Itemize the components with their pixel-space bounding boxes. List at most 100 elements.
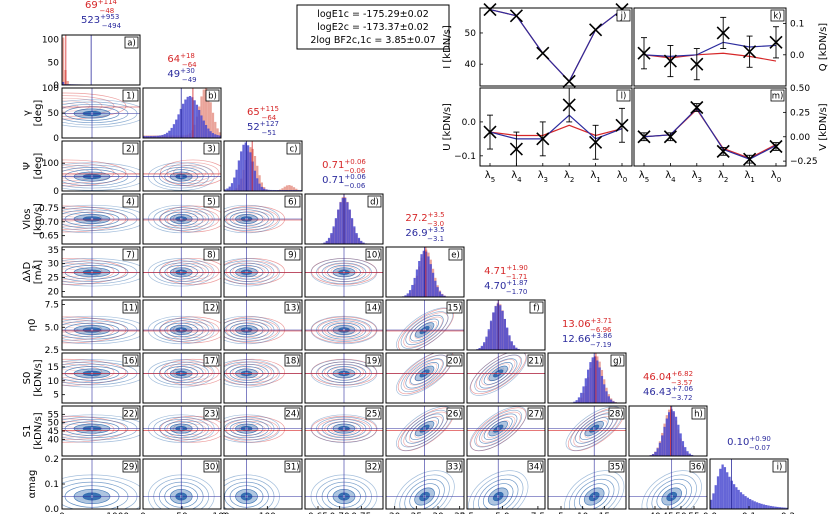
x-tick-label-eta0: 7.5 [531,512,545,514]
hist-bar-red [218,132,221,138]
hist-bar-blue [327,237,331,244]
panel-vlos-vs-psi: 6) [223,193,303,245]
panel-number: 34) [528,463,542,473]
panel-alpha-vs-gamma: 30) [142,458,222,510]
panel-number: 11) [123,304,137,314]
contour-blue [474,409,523,448]
panel-eta0-vs-psi: 13) [223,299,303,351]
posterior-stats-red-S0: 13.06+3.71 −6.96 [562,317,612,334]
stokes-letter-box [770,9,785,22]
panel-letter: d) [370,198,379,208]
hist-bar-blue [438,291,442,297]
hist-bar-blue [204,124,208,138]
y-tick-label-S0: 5 [53,391,59,401]
panel-letter-box [691,407,706,420]
panel-number: 5) [207,198,216,208]
x-tick-label-S1: 55 [688,512,699,514]
panel-content [143,247,221,297]
hist-bar-blue [485,336,488,350]
posterior-stats-red-psi: 65+115 −64 [247,105,279,122]
x-tick-label-S1: 45 [662,512,673,514]
contour-blue [394,470,455,509]
hist-bar-blue [503,318,506,350]
contour-blue [410,417,440,440]
posterior-stats-blue-S0: 12.66+3.86 −7.19 [562,332,613,349]
hist-bar-blue [406,293,409,297]
hist-bar-blue [501,310,504,350]
hist-bar-blue [214,134,217,138]
hist-bar-blue [755,502,759,509]
hist-bar-blue [216,135,219,138]
panel-frame [61,246,141,298]
hist-bar-blue [487,329,490,350]
hist-bar-blue [360,240,363,244]
panel-content [318,194,370,244]
hist-bar-blue [492,312,495,350]
panel-content [399,247,448,297]
stokes-x-tick-label: λ0 [617,170,627,184]
panel-content [62,353,140,403]
stokes-y-tick-label: 0.50 [790,84,810,94]
stokes-panel-m: m) −0.25 0.00 0.25 0.50 V [kDN/s] λ5 λ4 λ3 λ2 λ1 λ0 [633,84,829,184]
observation-marker [615,118,629,132]
observation-marker [769,139,783,154]
panel-content [224,459,302,509]
panel-content [305,459,383,509]
panel-psi-vs-gamma: 3) [142,140,222,192]
panel-number: 3) [207,145,216,155]
stokes-x-tick-label: λ0 [771,170,781,184]
hist-bar-blue [353,226,356,244]
hist-bar-blue [686,451,689,456]
contour-blue [569,474,620,509]
panel-frame [61,140,141,192]
hist-bar-blue [188,96,192,138]
panel-frame [223,246,303,298]
hist-bar-red [64,70,67,85]
x-tick-label-alpha: 0.1 [742,512,756,514]
legend-line-3: 2log BF2c,1c = 3.85±0.07 [310,35,435,46]
y-tick-label-gamma: 0 [53,134,59,144]
hist-bar-blue [751,500,754,509]
panel-alpha-vs-S1: 36) [628,458,708,510]
contour-blue [405,314,444,346]
model-line-red [489,8,623,83]
hist-bar-blue [182,103,185,138]
panel-content [224,353,302,403]
panel-alpha-vs-dlambda: 33) [385,458,465,510]
stokes-x-tick-label: λ4 [511,170,522,184]
y-tick-label-alpha: 0.2 [45,455,59,465]
posterior-stats-red-gamma: 64+18 −64 [167,52,197,69]
posterior-stats-blue-B: 523+953 −494 [81,13,122,30]
panel-frame [304,352,384,404]
contour-blue [474,354,523,393]
hist-bar-blue [776,506,779,509]
stokes-panel-k: k) 0.0 0.1 Q [kDN/s] [633,7,829,87]
contour-blue [578,483,610,509]
observation-marker [663,54,677,68]
panel-number-box [527,460,544,473]
panel-content [305,247,383,297]
hist-bar-blue [226,188,229,191]
panel-number: 18) [285,357,299,367]
hist-bar-blue [785,507,788,509]
hist-bar-blue [418,261,421,297]
y-tick-label-vlos: 0.75 [39,204,59,214]
hist-bar-blue [240,151,243,191]
panel-content [386,406,464,456]
legend-line-1: logE1c = -175.29±0.02 [317,9,429,20]
panel-vlos-vs-B: 4) [61,193,141,245]
hist-bar-blue [272,189,275,191]
panel-letter-box [367,195,382,208]
panel-frame [142,87,222,139]
hist-bar-blue [149,135,153,138]
hist-bar-blue [436,287,439,297]
contour-red [414,420,438,439]
panel-S1-vs-gamma: 23) [142,405,222,457]
hist-bar-blue [661,435,664,456]
hist-bar-blue [281,189,284,191]
hist-bar-blue [207,128,210,138]
y-tick-label-S0: 15 [48,363,59,373]
contour-blue [468,470,529,509]
panel-content [305,300,383,350]
contour-blue [405,413,444,444]
